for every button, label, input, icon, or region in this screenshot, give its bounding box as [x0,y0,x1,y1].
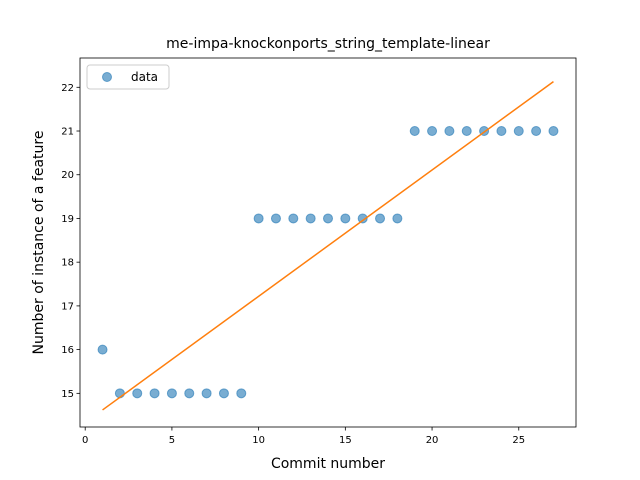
data-point [97,344,108,355]
legend-box [86,64,170,90]
chart-title: me-impa-knockonports_string_template-lin… [166,36,490,52]
x-tick-label: 25 [512,435,525,446]
y-tick-label: 16 [61,345,74,356]
legend-label: data [131,70,158,84]
data-point [253,213,264,224]
fit-line [102,81,554,411]
data-point [444,126,455,137]
x-tick-label: 5 [169,435,175,446]
data-point [340,213,351,224]
x-tick-label: 0 [82,435,88,446]
data-point [375,213,386,224]
data-point [201,388,212,399]
x-tick-label: 10 [252,435,265,446]
data-point [409,126,420,137]
legend-marker [102,72,112,82]
y-tick-label: 21 [61,127,74,138]
data-point [427,126,438,137]
data-point [513,126,524,137]
data-point [236,388,247,399]
data-point [548,126,559,137]
y-tick-label: 15 [61,389,74,400]
x-tick-label: 20 [426,435,439,446]
data-point [149,388,160,399]
data-point [166,388,177,399]
data-point [531,126,542,137]
data-point [392,213,403,224]
y-tick-label: 19 [61,214,74,225]
data-point [184,388,195,399]
data-point [288,213,299,224]
y-axis-label: Number of instance of a feature [31,131,47,355]
plot-frame [79,57,577,428]
data-point [496,126,507,137]
y-tick-label: 18 [61,258,74,269]
data-point [218,388,229,399]
data-point [270,213,281,224]
data-point [305,213,316,224]
y-tick-label: 22 [61,83,74,94]
data-point [132,388,143,399]
data-point [461,126,472,137]
y-tick-label: 20 [61,170,74,181]
y-tick-label: 17 [61,301,74,312]
data-point [323,213,333,224]
data-point [357,213,368,224]
x-axis-label: Commit number [271,456,385,472]
x-tick-label: 15 [339,435,352,446]
